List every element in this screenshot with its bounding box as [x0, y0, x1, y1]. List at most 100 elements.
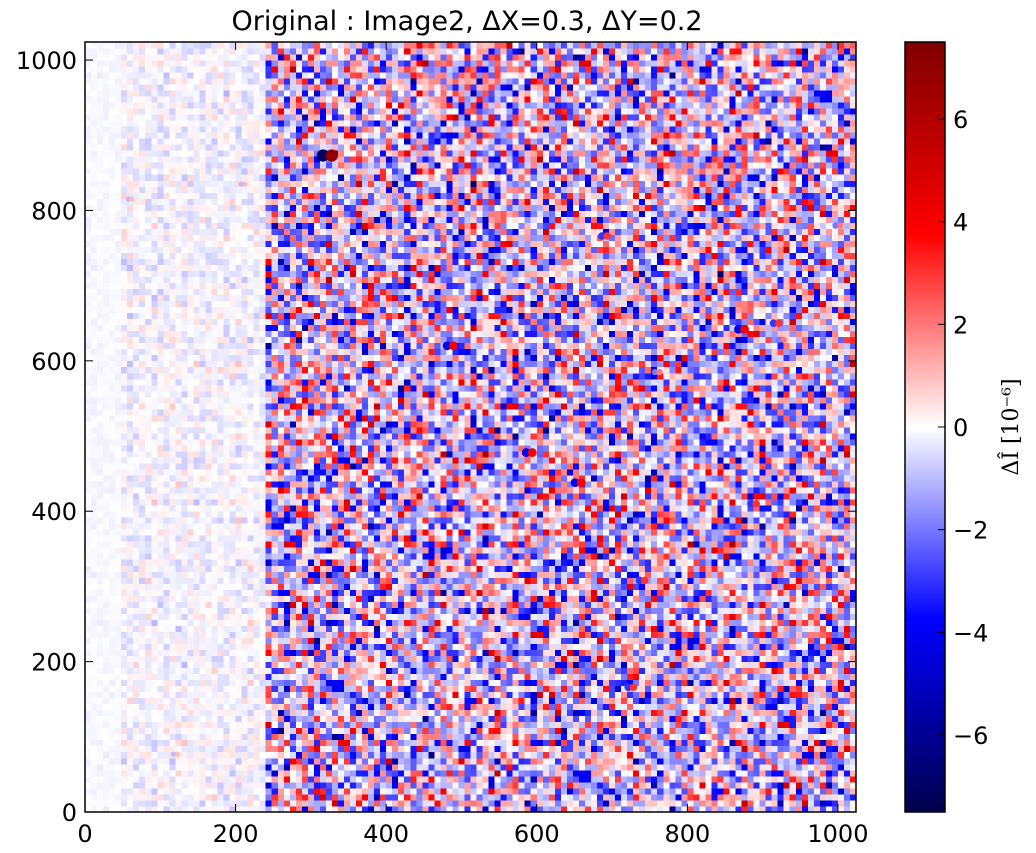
heatmap-cell — [85, 679, 92, 687]
heatmap-cell — [151, 787, 158, 795]
heatmap-cell — [295, 721, 303, 729]
heatmap-cell — [115, 156, 122, 163]
heatmap-cell — [205, 523, 212, 530]
heatmap-cell — [223, 595, 230, 602]
heatmap-cell — [139, 757, 146, 765]
heatmap-cell — [301, 733, 309, 741]
heatmap-cell — [115, 439, 122, 446]
heatmap-cell — [229, 679, 236, 687]
heatmap-cell — [109, 799, 116, 807]
heatmap-cell — [295, 402, 303, 410]
heatmap-cell — [229, 433, 236, 440]
heatmap-cell — [277, 703, 285, 711]
heatmap-cell — [169, 487, 176, 494]
heatmap-cell — [115, 396, 122, 404]
heatmap-cell — [313, 174, 321, 181]
heatmap-cell — [181, 270, 188, 278]
heatmap-cell — [103, 769, 110, 777]
heatmap-cell — [145, 703, 152, 711]
heatmap-cell — [145, 571, 152, 578]
heatmap-cell — [313, 781, 321, 789]
heatmap-cell — [133, 120, 140, 127]
heatmap-cell — [211, 42, 218, 49]
heatmap-cell — [157, 378, 164, 386]
heatmap-cell — [103, 427, 110, 434]
heatmap-cell — [133, 234, 140, 241]
heatmap-cell — [205, 360, 212, 368]
heatmap-cell — [169, 294, 176, 302]
heatmap-cell — [97, 631, 104, 638]
heatmap-cell — [169, 66, 176, 73]
heatmap-cell — [175, 360, 182, 368]
heatmap-cell — [109, 637, 116, 644]
heatmap-cell — [301, 439, 309, 446]
heatmap-cell — [253, 433, 261, 440]
heatmap-cell — [283, 396, 291, 404]
heatmap-cell — [295, 312, 303, 320]
heatmap-cell — [301, 324, 309, 332]
heatmap-cell — [193, 324, 200, 332]
heatmap-cell — [253, 192, 261, 199]
heatmap-cell — [109, 775, 116, 783]
heatmap-cell — [193, 739, 200, 747]
heatmap-cell — [85, 414, 92, 422]
heatmap-cell — [97, 565, 104, 572]
heatmap-cell — [241, 457, 249, 464]
heatmap-cell — [295, 288, 303, 296]
heatmap-cell — [301, 715, 309, 723]
heatmap-cell — [235, 246, 243, 253]
heatmap-cell — [181, 342, 188, 350]
heatmap-cell — [259, 511, 267, 518]
heatmap-cell — [115, 330, 122, 338]
heatmap-cell — [103, 168, 110, 175]
heatmap-cell — [313, 433, 321, 440]
heatmap-cell — [277, 384, 285, 392]
heatmap-cell — [193, 186, 200, 193]
heatmap-cell — [127, 451, 134, 458]
heatmap-cell — [283, 264, 291, 271]
heatmap-cell — [199, 252, 206, 259]
heatmap-cell — [217, 102, 224, 109]
heatmap-cell — [157, 637, 164, 644]
heatmap-cell — [307, 282, 315, 290]
heatmap-cell — [181, 198, 188, 205]
heatmap-cell — [301, 48, 309, 55]
heatmap-cell — [157, 457, 164, 464]
heatmap-cell — [289, 577, 297, 584]
heatmap-cell — [229, 414, 236, 422]
heatmap-cell — [115, 769, 122, 777]
heatmap-cell — [253, 360, 261, 368]
heatmap-cell — [145, 366, 152, 374]
heatmap-cell — [97, 228, 104, 235]
heatmap-cell — [307, 517, 315, 524]
heatmap-cell — [253, 727, 261, 735]
heatmap-cell — [223, 60, 230, 67]
heatmap-cell — [223, 619, 230, 626]
heatmap-cell — [157, 192, 164, 199]
heatmap-cell — [259, 396, 267, 404]
heatmap-cell — [181, 523, 188, 530]
heatmap-cell — [133, 427, 140, 434]
heatmap-cell — [247, 348, 255, 356]
heatmap-cell — [313, 84, 321, 91]
heatmap-cell — [313, 288, 321, 296]
heatmap-cell — [175, 90, 182, 97]
heatmap-cell — [169, 174, 176, 181]
heatmap-cell — [193, 511, 200, 518]
heatmap-cell — [235, 427, 243, 434]
heatmap-cell — [193, 721, 200, 729]
heatmap-cell — [235, 324, 243, 332]
heatmap-cell — [265, 751, 273, 759]
heatmap-cell — [103, 505, 110, 512]
heatmap-cell — [85, 733, 92, 741]
heatmap-cell — [199, 535, 206, 542]
heatmap-cell — [295, 306, 303, 314]
heatmap-cell — [313, 739, 321, 747]
heatmap-cell — [127, 288, 134, 296]
heatmap-cell — [157, 493, 164, 500]
heatmap-cell — [283, 613, 291, 620]
heatmap-cell — [301, 390, 309, 398]
heatmap-cell — [283, 126, 291, 133]
heatmap-cell — [121, 72, 128, 79]
heatmap-cell — [181, 733, 188, 741]
